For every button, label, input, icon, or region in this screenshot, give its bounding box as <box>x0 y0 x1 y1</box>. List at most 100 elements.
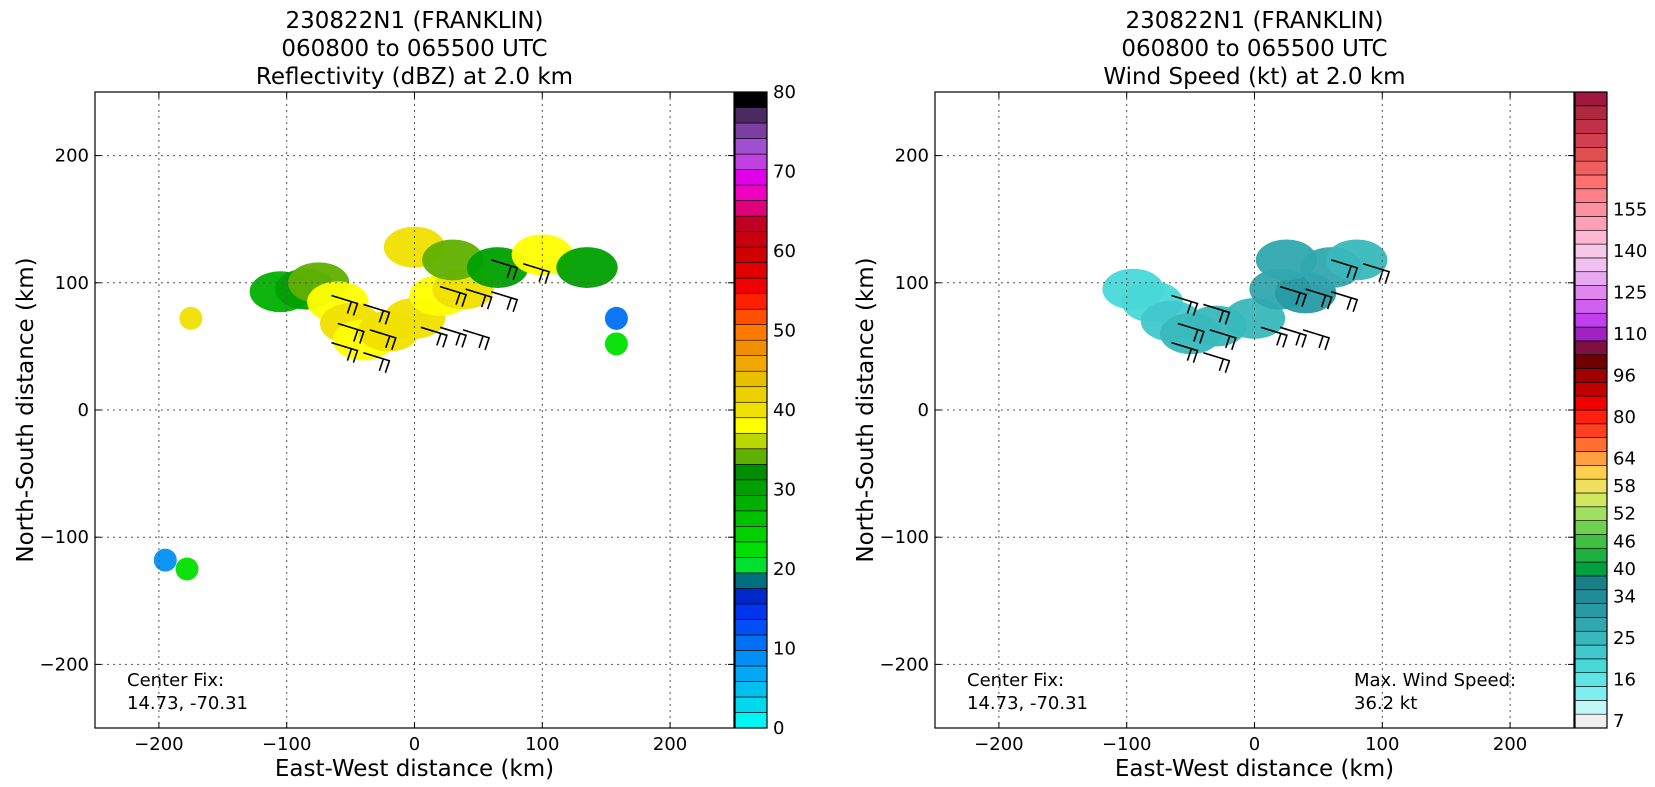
chart-title-line: 060800 to 065500 UTC <box>281 36 547 62</box>
colorbar-segment <box>734 463 768 481</box>
wind-barb <box>1330 259 1359 281</box>
colorbar-segment <box>1574 395 1608 411</box>
wind-barb <box>1203 351 1231 374</box>
x-axis-label: East-West distance (km) <box>275 756 554 782</box>
wind-barb <box>1171 294 1199 316</box>
colorbar-segment <box>1574 285 1608 300</box>
colorbar-segment <box>1574 492 1608 508</box>
colorbar-tick-label: 40 <box>773 400 796 421</box>
colorbar-segment <box>1574 603 1608 618</box>
wind-barb <box>331 294 359 316</box>
colorbar-segment <box>734 277 768 294</box>
colorbar-segment <box>734 495 768 512</box>
wind-barb <box>331 341 359 363</box>
wind-barb <box>1305 288 1333 310</box>
colorbar-segment <box>1574 617 1608 632</box>
colorbar-segment <box>734 262 768 279</box>
colorbar-segment <box>734 401 768 419</box>
colorbar-segment <box>1574 299 1608 314</box>
colorbar-segment <box>734 324 768 341</box>
colorbar-segment <box>1574 630 1608 646</box>
colorbar-tick-label: 16 <box>1613 670 1636 691</box>
colorbar-segment <box>1574 312 1608 328</box>
colorbar-segment <box>1574 340 1608 355</box>
colorbar-segment <box>734 557 768 574</box>
colorbar-segment <box>734 184 768 201</box>
colorbar-tick-label: 7 <box>1613 711 1624 732</box>
data-field <box>153 226 628 581</box>
center-fix-annotation: Center Fix: <box>967 670 1064 691</box>
colorbar-segment <box>734 370 768 388</box>
colorbar-segment <box>1574 257 1608 273</box>
colorbar-tick-label: 155 <box>1613 200 1647 221</box>
colorbar-segment <box>734 91 768 108</box>
colorbar-segment <box>1574 202 1608 217</box>
colorbar-segment <box>734 355 768 372</box>
colorbar-segment <box>734 479 768 496</box>
colorbar-segment <box>1574 423 1608 438</box>
colorbar-segment <box>1574 713 1608 729</box>
wind-barb <box>1209 329 1237 351</box>
colorbar-tick-label: 140 <box>1613 241 1647 262</box>
colorbar-segment <box>734 169 768 186</box>
colorbar-segment <box>734 200 768 217</box>
colorbar-segment <box>734 681 768 698</box>
colorbar-tick-label: 50 <box>773 321 796 342</box>
x-tick-label: −200 <box>974 734 1023 755</box>
y-tick-label: −200 <box>880 654 929 675</box>
x-axis-label: East-West distance (km) <box>1115 756 1394 782</box>
colorbar-tick-label: 64 <box>1613 448 1636 469</box>
colorbar-segment <box>1574 547 1608 563</box>
colorbar-tick-label: 10 <box>773 639 796 660</box>
x-tick-label: −100 <box>1102 734 1151 755</box>
colorbar-segment <box>734 138 768 155</box>
colorbar-segment <box>1574 589 1608 604</box>
data-cell <box>179 306 203 330</box>
colorbar-segment <box>734 107 768 124</box>
colorbar-tick-label: 70 <box>773 162 796 183</box>
wind-barb <box>369 329 397 351</box>
colorbar-tick-label: 60 <box>773 241 796 262</box>
colorbar-segment <box>1574 700 1608 715</box>
colorbar-segment <box>1574 91 1608 107</box>
y-tick-label: 0 <box>918 400 929 421</box>
wind-barb <box>1279 285 1308 307</box>
y-axis-label: North-South distance (km) <box>13 257 39 562</box>
data-cell <box>556 247 618 288</box>
colorbar-segment <box>1574 534 1608 549</box>
wind-barb <box>363 351 391 374</box>
max-wind-annotation: 36.2 kt <box>1354 693 1417 714</box>
colorbar-segment <box>1574 382 1608 397</box>
colorbar-segment <box>734 448 768 465</box>
colorbar-segment <box>1574 478 1608 494</box>
colorbar-segment <box>1574 686 1608 701</box>
colorbar-segment <box>1574 133 1608 148</box>
colorbar-tick-label: 110 <box>1613 324 1647 345</box>
x-tick-label: 0 <box>409 734 420 755</box>
colorbar-segment <box>1574 644 1608 660</box>
y-tick-label: −100 <box>880 527 929 548</box>
colorbar-segment <box>1574 229 1608 245</box>
colorbar-segment <box>1574 658 1608 673</box>
colorbar-tick-label: 96 <box>1613 365 1636 386</box>
colorbar-tick-label: 0 <box>773 718 784 739</box>
colorbar-tick-label: 80 <box>773 82 796 103</box>
colorbar-segment <box>1574 672 1608 687</box>
wind-barb <box>420 326 448 348</box>
colorbar-segment <box>1574 119 1608 134</box>
colorbar-segment <box>1574 437 1608 452</box>
chart-title-line: Reflectivity (dBZ) at 2.0 km <box>256 64 573 90</box>
colorbar-segment <box>1574 465 1608 480</box>
colorbar-segment <box>734 432 768 450</box>
colorbar-segment <box>734 215 768 232</box>
colorbar-segment <box>734 122 768 139</box>
colorbar-segment <box>1574 271 1608 286</box>
colorbar-segment <box>734 526 768 543</box>
colorbar-segment <box>1574 174 1608 190</box>
colorbar-segment <box>1574 368 1608 383</box>
max-wind-annotation: Max. Wind Speed: <box>1354 670 1516 691</box>
colorbar-segment <box>1574 243 1608 259</box>
colorbar: 0 10 20 30 40 50 60 70 80 <box>734 82 796 739</box>
colorbar-segment <box>734 712 768 729</box>
data-cell <box>604 332 628 356</box>
